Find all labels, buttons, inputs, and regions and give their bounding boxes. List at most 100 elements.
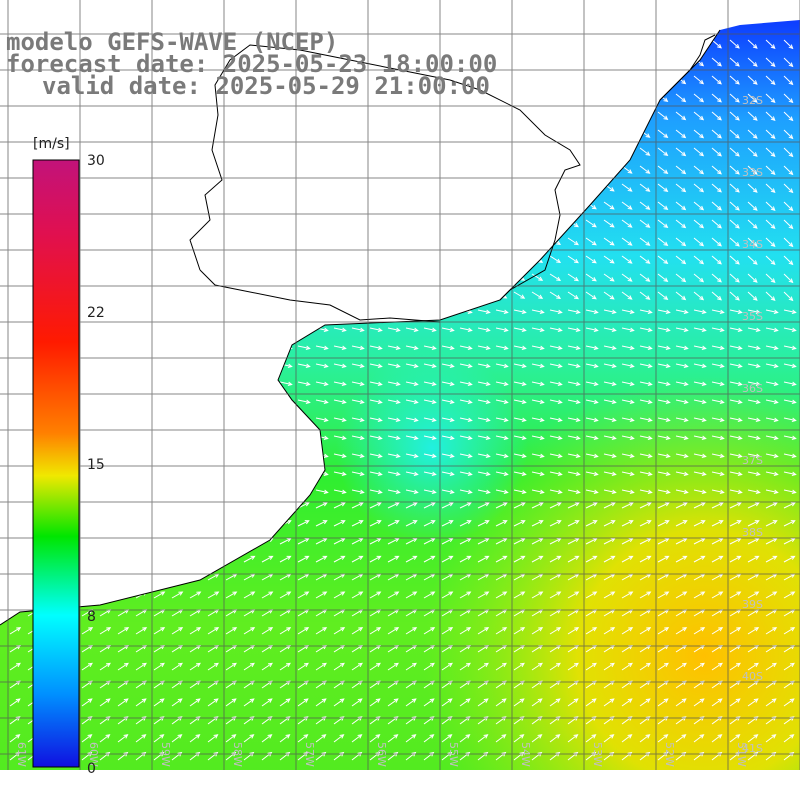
wind-arrow (477, 555, 490, 563)
wind-arrow (783, 39, 794, 50)
wind-arrow (549, 417, 563, 423)
longitude-label: 57W (303, 742, 316, 767)
wind-arrow (549, 399, 563, 405)
wind-arrow (765, 111, 776, 121)
wind-arrow (675, 471, 689, 477)
wind-arrow (693, 591, 706, 599)
wind-arrow (477, 734, 489, 743)
wind-arrow (477, 417, 491, 423)
latitude-label: 38S (742, 526, 763, 539)
wind-arrow (585, 734, 597, 743)
wind-arrow (675, 291, 687, 301)
wind-arrow (675, 93, 687, 103)
wind-arrow (531, 489, 545, 495)
wind-arrow (279, 538, 292, 545)
wind-arrow (333, 435, 347, 441)
wind-arrow (783, 147, 794, 158)
wind-arrow (675, 538, 688, 545)
wind-arrow (99, 662, 111, 671)
wind-arrow (729, 201, 740, 211)
wind-arrow (513, 591, 526, 599)
wind-arrow (405, 381, 419, 387)
colorbar-ramp (32, 159, 80, 768)
wind-arrow (585, 555, 598, 563)
wind-arrow (747, 129, 758, 139)
wind-arrow (567, 453, 581, 459)
wind-arrow (783, 93, 794, 104)
wind-arrow (369, 502, 382, 509)
wind-arrow (441, 538, 454, 545)
wind-arrow (729, 219, 740, 229)
wind-arrow (423, 417, 437, 423)
wind-arrow (405, 435, 419, 441)
wind-arrow (603, 417, 617, 423)
wind-arrow (297, 520, 310, 527)
wind-arrow (747, 555, 760, 563)
wind-arrow (783, 662, 795, 671)
wind-arrow (333, 591, 346, 599)
wind-arrow (765, 555, 778, 563)
wind-arrow (693, 502, 706, 509)
wind-arrow (747, 662, 759, 671)
wind-arrow (603, 399, 617, 405)
wind-arrow (747, 591, 760, 599)
wind-arrow (639, 555, 652, 563)
wind-arrow (621, 399, 635, 405)
wind-arrow (783, 201, 794, 212)
wind-arrow (711, 201, 722, 211)
wind-arrow (567, 291, 579, 300)
wind-arrow (333, 327, 347, 333)
wind-arrow (495, 417, 509, 423)
wind-arrow (585, 309, 599, 315)
wind-arrow (567, 363, 581, 369)
wind-arrow (693, 309, 707, 315)
wind-arrow (711, 363, 725, 369)
wind-arrow (531, 591, 544, 599)
wind-arrow (765, 435, 779, 441)
latitude-label: 34S (742, 238, 763, 251)
wind-arrow (783, 111, 794, 122)
wind-arrow (351, 453, 365, 459)
wind-arrow (675, 201, 687, 211)
wind-arrow (585, 520, 598, 527)
wind-arrow (351, 471, 365, 477)
wind-arrow (585, 502, 598, 509)
wind-arrow (657, 291, 669, 301)
wind-arrow (711, 489, 725, 495)
wind-arrow (585, 273, 597, 282)
wind-arrow (387, 399, 401, 405)
wind-arrow (153, 662, 165, 671)
wind-arrow (765, 147, 776, 157)
wind-arrow (279, 662, 291, 671)
wind-arrow (765, 538, 778, 545)
wind-arrow (585, 237, 597, 246)
wind-arrow (495, 734, 507, 743)
wind-arrow (405, 627, 418, 635)
wind-arrow (657, 453, 671, 459)
wind-arrow (567, 555, 580, 563)
wind-arrow (585, 591, 598, 599)
wind-arrow (459, 453, 473, 459)
wind-arrow (765, 381, 779, 387)
wind-arrow (387, 489, 401, 495)
wind-arrow (549, 502, 562, 509)
wind-arrow (621, 255, 633, 264)
colorbar-tick-8: 8 (87, 609, 96, 625)
wind-arrow (603, 520, 616, 527)
wind-arrow (783, 435, 797, 441)
wind-arrow (711, 399, 725, 405)
wind-arrow (333, 555, 346, 563)
wind-arrow (549, 435, 563, 441)
wind-arrow (657, 309, 671, 315)
wind-arrow (711, 291, 722, 301)
wind-arrow (369, 327, 383, 333)
wind-arrow (783, 129, 794, 140)
wind-arrow (387, 662, 399, 671)
wind-arrow (495, 627, 508, 635)
wind-arrow (621, 489, 635, 495)
wind-arrow (549, 627, 562, 635)
wind-arrow (783, 520, 796, 527)
wind-arrow (387, 502, 400, 509)
longitude-label: 58W (231, 742, 244, 767)
wind-arrow (675, 327, 689, 333)
